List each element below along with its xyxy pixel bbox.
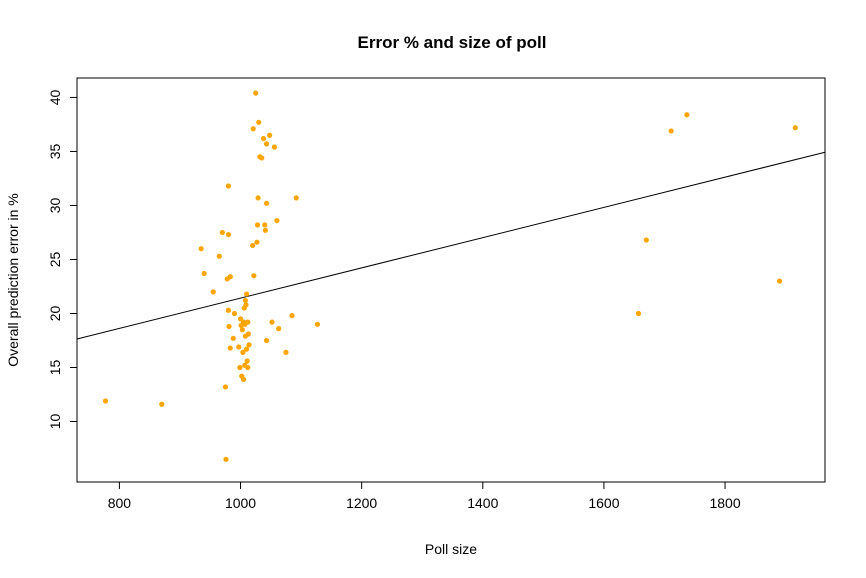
data-point xyxy=(263,200,270,206)
data-point xyxy=(239,327,245,333)
data-point xyxy=(269,319,275,325)
x-tick-label: 1800 xyxy=(709,495,740,511)
x-tick-label: 1200 xyxy=(346,495,377,511)
data-point xyxy=(226,323,232,330)
data-point xyxy=(159,401,165,407)
y-axis-label: Overall prediction error in % xyxy=(5,193,21,367)
y-tick-label: 15 xyxy=(47,360,63,376)
data-point xyxy=(267,132,273,138)
data-point xyxy=(263,337,270,344)
data-point xyxy=(643,237,649,243)
data-point xyxy=(198,246,204,252)
data-point xyxy=(635,310,642,317)
data-point xyxy=(210,289,216,295)
data-point xyxy=(244,358,250,364)
data-point xyxy=(240,349,246,355)
data-point xyxy=(243,302,249,308)
data-point xyxy=(240,376,247,382)
data-point xyxy=(260,135,267,142)
data-point xyxy=(236,344,242,350)
y-tick-label: 30 xyxy=(47,197,63,213)
data-point xyxy=(243,346,250,352)
data-point xyxy=(254,222,261,228)
data-point xyxy=(231,310,238,317)
data-point xyxy=(243,291,250,297)
data-point xyxy=(225,307,232,313)
data-point xyxy=(293,195,299,201)
data-point xyxy=(283,349,289,355)
data-point xyxy=(254,239,260,245)
data-point xyxy=(237,364,243,371)
y-tick-label: 20 xyxy=(47,305,63,321)
data-point xyxy=(230,335,236,341)
data-point xyxy=(776,278,783,284)
data-point xyxy=(276,326,282,332)
data-point xyxy=(223,456,229,462)
data-point xyxy=(222,384,228,390)
data-point xyxy=(792,125,798,131)
x-tick-label: 1600 xyxy=(588,495,619,511)
data-point xyxy=(245,331,252,337)
chart-title: Error % and size of poll xyxy=(358,33,547,52)
data-point xyxy=(259,155,265,161)
data-point xyxy=(242,297,248,304)
data-point xyxy=(253,90,259,96)
data-point xyxy=(219,229,225,236)
x-tick-label: 1400 xyxy=(467,495,498,511)
regression-line xyxy=(76,151,826,340)
data-point xyxy=(263,141,270,147)
x-axis: 800 1000 1200 1400 1600 1800 xyxy=(108,481,741,511)
data-point xyxy=(274,217,280,224)
data-point xyxy=(245,319,251,325)
data-point xyxy=(102,398,109,404)
data-point xyxy=(262,227,268,233)
data-point xyxy=(251,273,257,279)
x-tick-label: 1000 xyxy=(225,495,256,511)
data-point xyxy=(216,253,222,259)
data-point xyxy=(271,144,278,150)
data-point xyxy=(225,232,232,238)
x-tick-label: 800 xyxy=(108,495,132,511)
data-point xyxy=(250,242,256,249)
y-axis: 10 15 20 25 30 35 40 xyxy=(47,89,78,430)
data-point xyxy=(245,364,251,371)
y-tick-label: 40 xyxy=(47,89,63,105)
data-point xyxy=(255,195,261,201)
data-point xyxy=(201,270,207,277)
data-point xyxy=(225,183,232,189)
data-point xyxy=(684,112,690,118)
data-point xyxy=(256,119,262,125)
x-axis-label: Poll size xyxy=(425,541,477,557)
y-tick-label: 10 xyxy=(47,414,63,430)
data-point xyxy=(668,128,674,134)
data-point xyxy=(227,345,233,351)
y-tick-label: 25 xyxy=(47,251,63,267)
y-tick-label: 35 xyxy=(47,143,63,159)
data-point xyxy=(262,222,268,228)
data-point xyxy=(314,321,321,327)
regression-line-group xyxy=(76,151,826,340)
data-point xyxy=(246,342,252,348)
data-point xyxy=(289,313,295,319)
data-point xyxy=(227,274,233,280)
data-points xyxy=(102,90,798,462)
plot-area-border xyxy=(76,77,826,483)
data-point xyxy=(250,126,256,132)
